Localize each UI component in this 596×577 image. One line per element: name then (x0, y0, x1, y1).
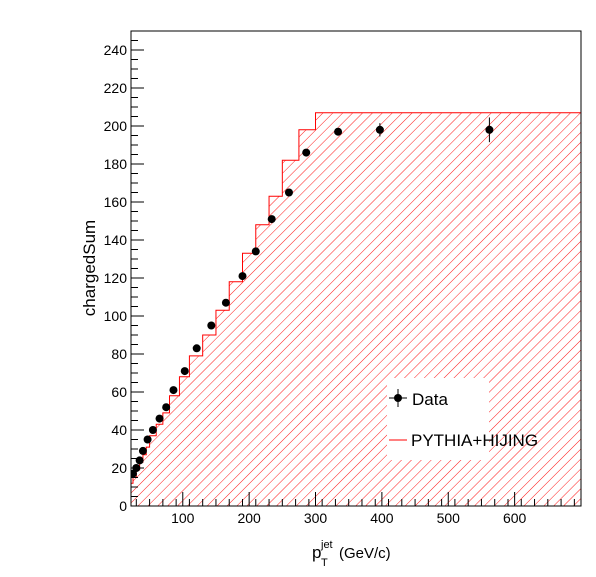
data-point (302, 148, 311, 157)
data-point-marker (284, 188, 293, 197)
y-tick-label: 20 (111, 460, 127, 476)
x-axis-label-sup: jet (320, 539, 333, 551)
legend-entry-data: Data (389, 389, 448, 409)
data-point-marker (169, 386, 178, 395)
legend-entry-sim: PYTHIA+HIJING (389, 431, 538, 450)
data-point-marker (267, 215, 276, 224)
data-point (375, 123, 384, 137)
data-point (169, 386, 178, 395)
data-point (485, 117, 494, 143)
data-point-marker (485, 125, 494, 134)
y-tick-label: 100 (104, 308, 128, 324)
data-point-marker (155, 414, 164, 423)
data-point (135, 456, 144, 465)
legend-sim-label: PYTHIA+HIJING (411, 431, 538, 450)
data-point (192, 344, 201, 353)
y-tick-label: 140 (104, 232, 128, 248)
data-point (238, 272, 247, 281)
y-tick-label: 0 (119, 498, 127, 514)
x-tick-label: 500 (437, 510, 461, 526)
data-point (162, 403, 171, 412)
data-point (334, 127, 343, 136)
x-axis-label-sub: T (321, 557, 328, 569)
data-point (143, 435, 152, 444)
x-axis-label-unit: (GeV/c) (339, 545, 391, 562)
data-point-marker (302, 148, 311, 157)
data-point-marker (238, 272, 247, 281)
x-tick-label: 100 (171, 510, 195, 526)
x-tick-label: 300 (304, 510, 328, 526)
legend-box (387, 378, 489, 460)
data-point-marker (148, 426, 157, 434)
x-tick-label: 200 (237, 510, 261, 526)
legend: Data PYTHIA+HIJING (387, 378, 538, 460)
data-point-marker (251, 247, 260, 256)
y-tick-label: 180 (104, 156, 128, 172)
data-point (251, 247, 260, 256)
data-point (207, 321, 216, 330)
data-point-marker (192, 344, 201, 353)
y-tick-label: 240 (104, 42, 128, 58)
data-point-marker (180, 367, 189, 376)
data-point-marker (162, 403, 171, 412)
y-tick-label: 220 (104, 80, 128, 96)
y-tick-label: 80 (111, 346, 127, 362)
data-point-marker (334, 127, 343, 136)
x-axis-label: p T jet (GeV/c) (312, 539, 391, 569)
y-axis-label: chargedSum (80, 220, 99, 316)
data-point (221, 298, 230, 307)
data-point-marker (221, 298, 230, 307)
data-point (267, 215, 276, 224)
y-tick-label: 60 (111, 384, 127, 400)
data-point (155, 414, 164, 423)
y-tick-label: 120 (104, 270, 128, 286)
data-point-marker (375, 125, 384, 134)
y-tick-label: 200 (104, 118, 128, 134)
data-point (284, 188, 293, 197)
data-point (180, 367, 189, 376)
data-point (148, 426, 157, 434)
x-tick-label: 400 (370, 510, 394, 526)
data-point-marker (138, 446, 147, 455)
data-point-marker (135, 456, 144, 465)
legend-data-label: Data (412, 390, 448, 409)
y-tick-label: 160 (104, 194, 128, 210)
data-point-marker (207, 321, 216, 330)
y-tick-label: 40 (111, 422, 127, 438)
x-tick-label: 600 (503, 510, 527, 526)
data-point-marker (143, 435, 152, 444)
x-axis-label-main: p (312, 543, 321, 562)
data-point (138, 446, 147, 455)
legend-data-marker (394, 394, 402, 402)
axes: 0 20 40 60 80 100 120 140 160 180 200 220 240 100 200 3… (104, 30, 575, 526)
